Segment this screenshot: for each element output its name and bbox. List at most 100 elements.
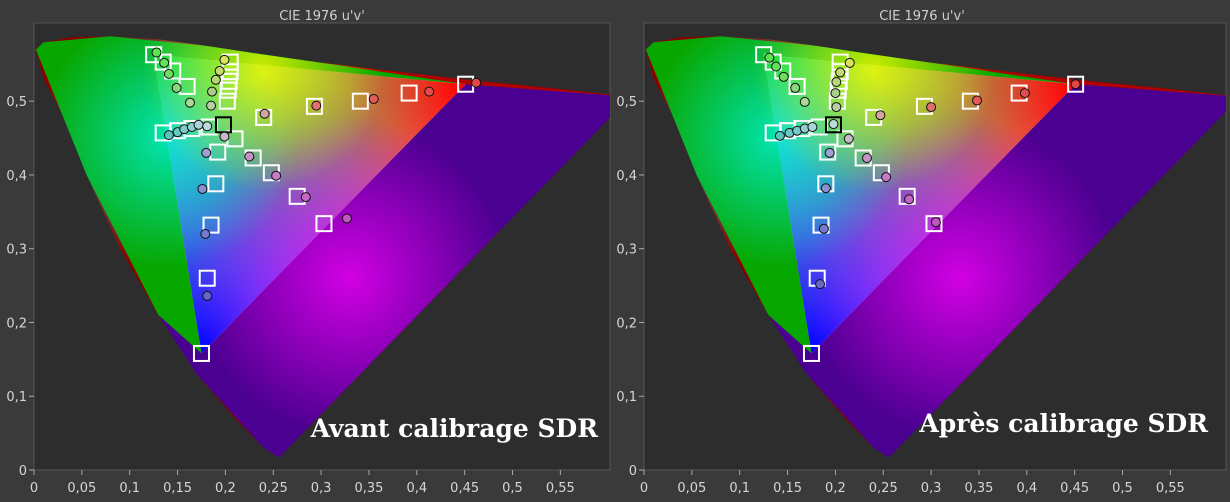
measured-point (159, 57, 170, 68)
target-marker (202, 216, 220, 234)
measured-point (300, 192, 311, 203)
measured-point (771, 61, 782, 72)
target-marker (220, 72, 238, 90)
measured-point (799, 96, 810, 107)
x-tick-label: 0,45 (450, 481, 479, 496)
x-tick-label: 0,2 (215, 481, 236, 496)
measured-point (881, 172, 892, 183)
x-tick-label: 0,4 (1016, 481, 1037, 496)
data-points-before (145, 46, 482, 362)
y-tick-label: 0,2 (616, 316, 637, 331)
y-tick-label: 0 (629, 464, 637, 479)
axis-ticks-before: 0 0,05 0,1 0,15 0,2 0,25 0,3 0,35 0,4 0,45 0,5 0,55… (6, 95, 575, 496)
x-tick-label: 0,05 (677, 481, 706, 496)
measured-point (193, 119, 204, 130)
measured-point (259, 108, 270, 119)
x-tick-label: 0,05 (67, 481, 96, 496)
yellow-glow (35, 36, 610, 458)
axis-ticks-after: 0 0,05 0,1 0,15 0,2 0,25 0,3 0,35 0,4 0,45 0,5 0,55… (616, 95, 1185, 496)
x-tick-label: 0 (640, 481, 648, 496)
measured-point (844, 57, 855, 68)
target-marker (218, 92, 236, 110)
target-marker (351, 92, 369, 110)
measured-point (368, 93, 379, 104)
measured-point (214, 65, 225, 76)
data-points-after (755, 46, 1085, 362)
x-tick-label: 0,55 (546, 481, 575, 496)
white-point-marker (824, 116, 842, 134)
measured-point (820, 183, 831, 194)
x-tick-label: 0,1 (119, 481, 140, 496)
y-tick-label: 0,2 (6, 316, 27, 331)
target-marker (305, 97, 323, 115)
target-marker (925, 215, 943, 233)
y-tick-label: 0,3 (6, 243, 27, 258)
overlay-label: Avant calibrage SDR (310, 414, 599, 443)
y-tick-label: 0 (19, 464, 27, 479)
measured-point (926, 102, 937, 113)
x-tick-label: 0,3 (311, 481, 332, 496)
measured-point (831, 77, 842, 88)
measured-point (861, 152, 872, 163)
y-tick-label: 0,5 (616, 95, 637, 110)
measured-point (219, 131, 230, 142)
measured-point (219, 54, 230, 65)
measured-point (774, 130, 785, 141)
measured-point (471, 77, 482, 88)
measured-point (815, 279, 826, 290)
measured-point (824, 147, 835, 158)
measured-point (807, 122, 818, 133)
measured-point (244, 151, 255, 162)
x-tick-label: 0,15 (163, 481, 192, 496)
x-tick-label: 0,35 (354, 481, 383, 496)
x-tick-label: 0,1 (729, 481, 750, 496)
x-tick-label: 0 (30, 481, 38, 496)
target-marker (1067, 75, 1085, 93)
x-tick-label: 0,5 (502, 481, 523, 496)
target-marker (802, 344, 820, 362)
y-tick-label: 0,3 (616, 243, 637, 258)
target-marker (154, 53, 172, 71)
x-tick-label: 0,55 (1156, 481, 1185, 496)
measured-point (830, 88, 841, 99)
target-marker (400, 84, 418, 102)
chart-panel-after: CIE 1976 u'v' 0 0,05 0,1 0,15 0,2 0,25 0,3 0,35… (616, 9, 1227, 496)
chart-title: CIE 1976 u'v' (879, 9, 965, 24)
x-tick-label: 0,2 (825, 481, 846, 496)
measured-point (875, 110, 886, 121)
measured-point (200, 228, 211, 239)
measured-point (835, 67, 846, 78)
x-tick-label: 0,35 (964, 481, 993, 496)
x-tick-label: 0,25 (869, 481, 898, 496)
measured-point (341, 213, 352, 224)
target-marker (198, 269, 216, 287)
measured-point (930, 217, 941, 228)
measured-point (778, 71, 789, 82)
y-tick-label: 0,1 (6, 390, 27, 405)
measured-point (207, 86, 218, 97)
target-marker (872, 164, 890, 182)
measured-point (163, 68, 174, 79)
overlay-label: Après calibrage SDR (918, 409, 1208, 438)
target-marker (219, 81, 237, 99)
measured-point (206, 100, 217, 111)
measured-point (424, 86, 435, 97)
y-tick-label: 0,5 (6, 95, 27, 110)
measured-point (202, 290, 213, 301)
measured-point (163, 130, 174, 141)
x-tick-label: 0,25 (259, 481, 288, 496)
measured-point (828, 119, 839, 130)
measured-point (311, 100, 322, 111)
measured-point (201, 147, 212, 158)
measured-point (818, 223, 829, 234)
measured-point (1019, 88, 1030, 99)
measured-point (904, 194, 915, 205)
measured-point (184, 97, 195, 108)
measured-point (764, 52, 775, 63)
measured-point (972, 95, 983, 106)
measured-point (1070, 79, 1081, 90)
measured-point (271, 170, 282, 181)
measured-point (151, 47, 162, 58)
measured-point (790, 82, 801, 93)
